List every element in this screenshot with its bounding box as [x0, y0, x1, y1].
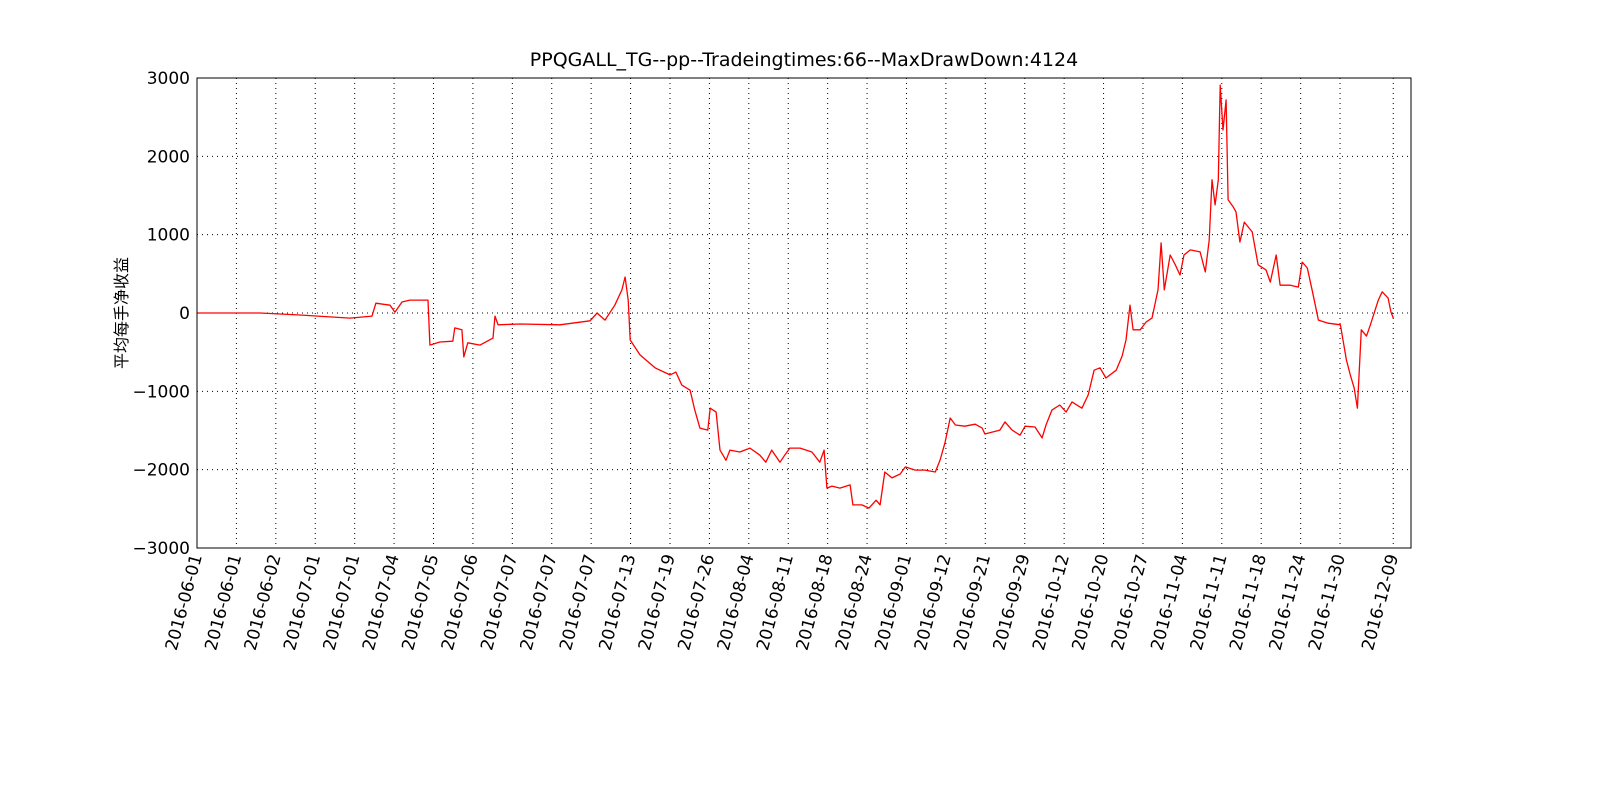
y-tick-label: 2000	[147, 147, 190, 167]
y-axis-label: 平均每手净收益	[112, 257, 131, 369]
y-tick-label: −3000	[132, 539, 190, 559]
y-tick-label: 0	[179, 304, 190, 324]
y-tick-label: 1000	[147, 226, 190, 246]
chart-title: PPQGALL_TG--pp--Tradeingtimes:66--MaxDra…	[530, 49, 1078, 71]
y-tick-label: −2000	[132, 461, 190, 481]
line	[197, 84, 1394, 509]
plot-frame	[196, 77, 1412, 549]
y-tick-label: 3000	[147, 69, 190, 89]
y-tick-label: −1000	[132, 382, 190, 402]
